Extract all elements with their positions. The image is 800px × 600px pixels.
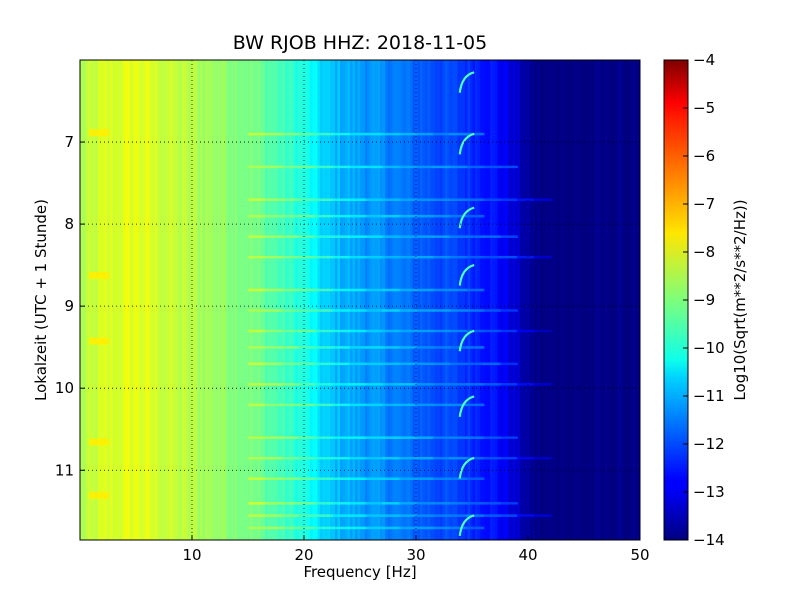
x-axis-label: Frequency [Hz] — [303, 563, 416, 581]
x-tick-label: 10 — [182, 546, 201, 564]
x-tick-label: 20 — [294, 546, 313, 564]
y-tick-label: 8 — [64, 215, 74, 233]
colorbar-label: Log10(Sqrt(m**2/s**2/Hz)) — [731, 199, 749, 400]
colorbar-tick-label: −8 — [693, 243, 715, 261]
grid-lines — [80, 60, 640, 540]
x-axis: 10 20 30 40 50 — [182, 535, 650, 564]
x-tick-label: 50 — [630, 546, 649, 564]
colorbar-tick-label: −14 — [693, 531, 725, 549]
y-tick-label: 10 — [55, 379, 74, 397]
colorbar-tick-label: −6 — [693, 147, 715, 165]
colorbar-tick-label: −4 — [693, 51, 715, 69]
y-axis-label: Lokalzeit (UTC + 1 Stunde) — [32, 199, 50, 401]
colorbar-axis: −4 −5 −6 −7 −8 −9 −10 −11 −12 −13 −14 — [683, 51, 725, 549]
colorbar-tick-label: −12 — [693, 435, 725, 453]
x-tick-label: 40 — [518, 546, 537, 564]
colorbar-tick-label: −5 — [693, 99, 715, 117]
chart-title: BW RJOB HHZ: 2018-11-05 — [233, 32, 487, 54]
plot-frame — [79, 59, 641, 541]
colorbar-tick-label: −9 — [693, 291, 715, 309]
colorbar-tick-label: −11 — [693, 387, 725, 405]
y-axis: 7 8 9 10 11 — [55, 133, 85, 479]
colorbar-tick-label: −10 — [693, 339, 725, 357]
colorbar-tick-label: −13 — [693, 483, 725, 501]
heatmap-image — [80, 60, 640, 540]
y-tick-label: 9 — [64, 297, 74, 315]
colorbar-tick-label: −7 — [693, 195, 715, 213]
y-tick-label: 7 — [64, 133, 74, 151]
x-tick-label: 30 — [406, 546, 425, 564]
y-tick-label: 11 — [55, 461, 74, 479]
